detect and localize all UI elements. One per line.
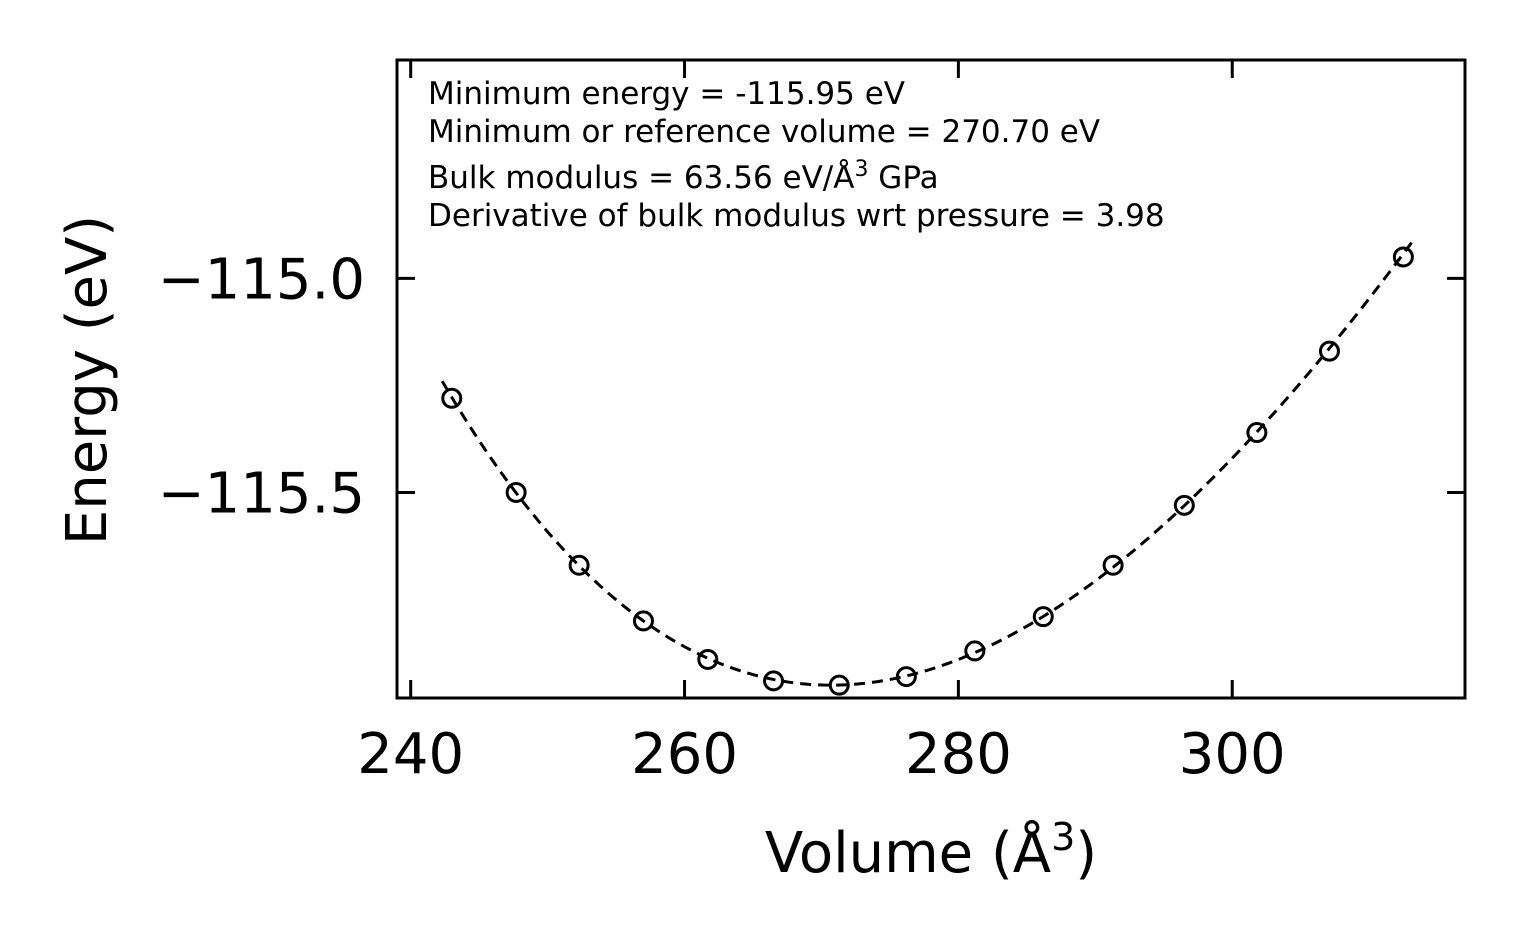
x-tick-label: 240 <box>357 722 464 787</box>
data-point <box>568 554 590 576</box>
data-point <box>763 670 785 692</box>
x-axis-label: Volume (Å3) <box>765 815 1097 886</box>
annotation-min-volume: Minimum or reference volume = 270.70 eV <box>428 114 1100 150</box>
data-point <box>1173 494 1195 516</box>
x-tick-label: 260 <box>631 722 738 787</box>
data-point <box>1318 340 1340 362</box>
x-tick-label: 280 <box>905 722 1012 787</box>
data-point <box>697 648 719 670</box>
annotation-bulk-modulus-tail: GPa <box>868 160 938 196</box>
data-point <box>895 666 917 688</box>
annotation-min-energy: Minimum energy = -115.95 eV <box>428 76 905 112</box>
data-point <box>1102 554 1124 576</box>
data-points-layer <box>441 246 1414 696</box>
x-axis-label-tail: ) <box>1075 821 1097 886</box>
annotation-bulk-modulus-main: Bulk modulus = 63.56 eV/Å <box>428 160 854 196</box>
data-point <box>632 610 654 632</box>
y-tick-label: −115.0 <box>158 247 365 312</box>
annotation-block: Minimum energy = -115.95 eV Minimum or r… <box>428 76 1165 234</box>
data-point <box>1246 422 1268 444</box>
annotation-bulk-modulus-derivative: Derivative of bulk modulus wrt pressure … <box>428 198 1165 234</box>
fit-curve-layer <box>440 241 1413 687</box>
data-point <box>1392 246 1414 268</box>
annotation-bulk-modulus-sup: 3 <box>854 157 868 182</box>
data-point <box>505 481 527 503</box>
x-axis-label-main: Volume (Å <box>765 820 1051 886</box>
x-tick-label: 300 <box>1179 722 1286 787</box>
plot-frame <box>395 58 1467 700</box>
data-point <box>1032 606 1054 628</box>
fit-curve <box>440 241 1413 687</box>
data-point <box>441 387 463 409</box>
y-tick-label: −115.5 <box>158 461 365 526</box>
y-axis-label: Energy (eV) <box>55 215 120 545</box>
data-point <box>828 674 850 696</box>
x-axis-label-sup: 3 <box>1051 815 1075 859</box>
annotation-bulk-modulus: Bulk modulus = 63.56 eV/Å3 GPa <box>428 157 939 196</box>
data-point <box>964 640 986 662</box>
ticks-layer: 240 260 280 300 −115.0 −115.5 <box>158 60 1465 787</box>
